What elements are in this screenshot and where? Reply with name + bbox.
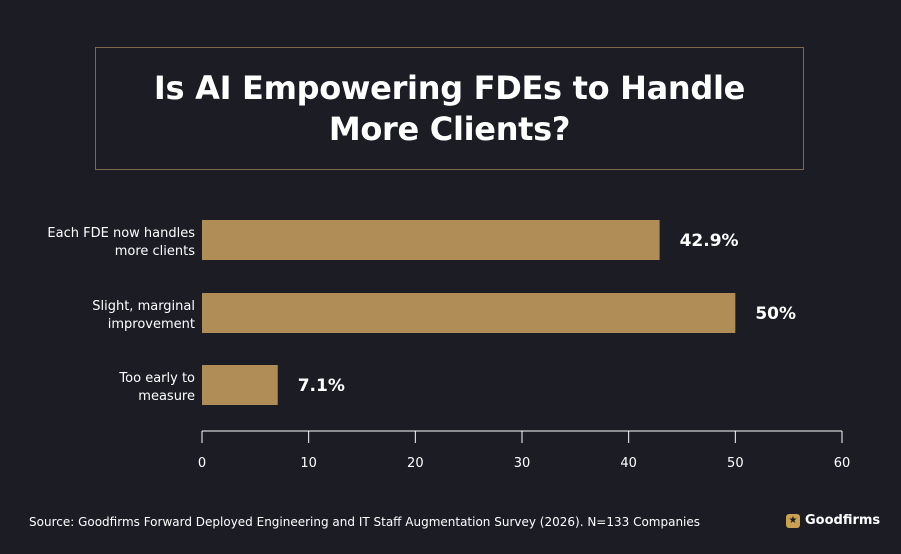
- x-tick-label: 30: [514, 456, 531, 471]
- bar: [202, 365, 278, 405]
- x-tick-label: 40: [620, 456, 637, 471]
- star-badge-icon: ★: [786, 513, 800, 528]
- x-tick-label: 0: [198, 456, 206, 471]
- bar: [202, 220, 660, 260]
- bar: [202, 293, 736, 333]
- chart-title: Is AI Empowering FDEs to Handle More Cli…: [153, 68, 746, 148]
- category-label: Slight, marginal improvement: [92, 299, 195, 332]
- category-label: Too early to measure: [118, 371, 195, 404]
- x-tick-label: 50: [727, 456, 744, 471]
- brand-name: Goodfirms: [805, 513, 881, 528]
- x-tick-label: 60: [834, 456, 851, 471]
- data-label: 50%: [755, 304, 796, 324]
- brand-logo: ★ Goodfirms: [786, 513, 880, 528]
- x-tick-label: 10: [300, 456, 317, 471]
- source-note: Source: Goodfirms Forward Deployed Engin…: [29, 515, 701, 529]
- x-tick-label: 20: [407, 456, 424, 471]
- title-box: Is AI Empowering FDEs to Handle More Cli…: [95, 47, 804, 170]
- data-label: 42.9%: [680, 231, 739, 251]
- category-label: Each FDE now handles more clients: [47, 226, 195, 259]
- data-label: 7.1%: [298, 376, 345, 396]
